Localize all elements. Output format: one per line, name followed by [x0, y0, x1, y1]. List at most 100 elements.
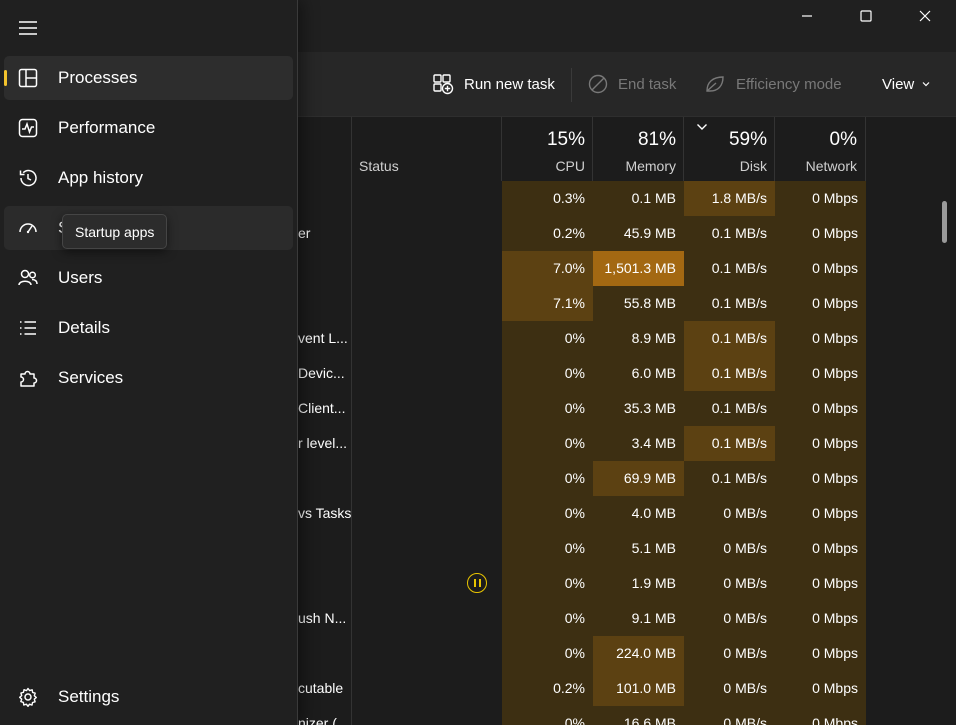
network-column-header[interactable]: 0% Network: [774, 117, 866, 181]
startup-apps-tooltip: Startup apps: [62, 214, 168, 249]
process-row[interactable]: ush N... 0% 9.1 MB 0 MB/s 0 Mbps: [0, 601, 866, 636]
minimize-icon: [802, 15, 812, 17]
run-new-task-icon: [433, 74, 454, 95]
process-name: [290, 531, 351, 566]
cpu-cell: 0%: [502, 636, 593, 671]
mem-cell: 4.0 MB: [593, 496, 684, 531]
process-name: cutable: [298, 680, 344, 696]
nav-item-services[interactable]: Services: [4, 356, 293, 400]
memory-column-header[interactable]: 81% Memory: [592, 117, 684, 181]
disk-cell: 0.1 MB/s: [684, 321, 775, 356]
cpu-cell: 7.1%: [502, 286, 593, 321]
process-name: ush N...: [298, 610, 347, 626]
process-row[interactable]: Devic... 0% 6.0 MB 0.1 MB/s 0 Mbps: [0, 356, 866, 391]
vertical-scrollbar[interactable]: [942, 201, 947, 243]
performance-icon: [17, 117, 39, 139]
maximize-button[interactable]: [837, 0, 895, 32]
process-row[interactable]: 7.1% 55.8 MB 0.1 MB/s 0 Mbps: [0, 286, 866, 321]
mem-cell: 3.4 MB: [593, 426, 684, 461]
end-task-button[interactable]: End task: [588, 66, 676, 102]
hamburger-icon: [19, 21, 37, 35]
paused-status-icon: [467, 573, 487, 593]
active-indicator: [4, 70, 7, 86]
process-row[interactable]: er 0.2% 45.9 MB 0.1 MB/s 0 Mbps: [0, 216, 866, 251]
hamburger-menu-button[interactable]: [8, 10, 48, 46]
disk-total-pct: 59%: [728, 129, 767, 150]
startup-gauge-icon: [17, 217, 39, 239]
nav-item-details[interactable]: Details: [4, 306, 293, 350]
efficiency-mode-button[interactable]: Efficiency mode: [704, 66, 842, 102]
process-name: Devic...: [298, 365, 345, 381]
mem-cell: 5.1 MB: [593, 531, 684, 566]
cpu-total-pct: 15%: [546, 129, 585, 150]
process-row[interactable]: 0% 5.1 MB 0 MB/s 0 Mbps: [0, 531, 866, 566]
cpu-cell: 0%: [502, 706, 593, 725]
disk-cell: 0 MB/s: [684, 566, 775, 601]
mem-cell: 0.1 MB: [593, 181, 684, 216]
process-row[interactable]: 7.0% 1,501.3 MB 0.1 MB/s 0 Mbps: [0, 251, 866, 286]
cpu-column-header[interactable]: 15% CPU: [501, 117, 593, 181]
disk-cell: 0 MB/s: [684, 636, 775, 671]
process-row[interactable]: Client... 0% 35.3 MB 0.1 MB/s 0 Mbps: [0, 391, 866, 426]
process-row[interactable]: 0% 1.9 MB 0 MB/s 0 Mbps: [0, 566, 866, 601]
nav-item-label: Services: [58, 368, 124, 387]
view-dropdown[interactable]: View: [882, 66, 931, 102]
process-row[interactable]: 0% 69.9 MB 0.1 MB/s 0 Mbps: [0, 461, 866, 496]
process-row[interactable]: r level... 0% 3.4 MB 0.1 MB/s 0 Mbps: [0, 426, 866, 461]
net-cell: 0 Mbps: [775, 216, 866, 251]
disk-cell: 0 MB/s: [684, 496, 775, 531]
process-row[interactable]: vent L... 0% 8.9 MB 0.1 MB/s 0 Mbps: [0, 321, 866, 356]
net-cell: 0 Mbps: [775, 636, 866, 671]
cpu-cell: 0%: [502, 531, 593, 566]
chevron-down-icon: [922, 82, 930, 87]
process-row[interactable]: 0.3% 0.1 MB 1.8 MB/s 0 Mbps: [0, 181, 866, 216]
efficiency-mode-label: Efficiency mode: [736, 75, 842, 93]
disk-cell: 0 MB/s: [684, 671, 775, 706]
nav-item-label: Users: [58, 268, 103, 287]
mem-cell: 45.9 MB: [593, 216, 684, 251]
cpu-cell: 0%: [502, 461, 593, 496]
nav-item-app-history[interactable]: App history: [4, 156, 293, 200]
disk-cell: 1.8 MB/s: [684, 181, 775, 216]
cpu-cell: 0%: [502, 321, 593, 356]
settings-gear-icon: [17, 686, 39, 708]
nav-item-label: Settings: [58, 687, 120, 706]
disk-cell: 0.1 MB/s: [684, 461, 775, 496]
mem-cell: 1.9 MB: [593, 566, 684, 601]
mem-cell: 55.8 MB: [593, 286, 684, 321]
end-task-icon: [588, 74, 608, 94]
cpu-cell: 0%: [502, 356, 593, 391]
net-cell: 0 Mbps: [775, 531, 866, 566]
nav-item-performance[interactable]: Performance: [4, 106, 293, 150]
cpu-cell: 0.2%: [502, 216, 593, 251]
process-row[interactable]: cutable 0.2% 101.0 MB 0 MB/s 0 Mbps: [0, 671, 866, 706]
run-new-task-label: Run new task: [464, 75, 555, 93]
nav-item-settings[interactable]: Settings: [4, 675, 293, 719]
disk-column-header[interactable]: 59% Disk: [683, 117, 775, 181]
process-row[interactable]: vs Tasks 0% 4.0 MB 0 MB/s 0 Mbps: [0, 496, 866, 531]
toolbar-divider: [571, 68, 572, 102]
minimize-button[interactable]: [778, 0, 836, 32]
disk-cell: 0 MB/s: [684, 601, 775, 636]
run-new-task-button[interactable]: Run new task: [432, 66, 555, 102]
mem-cell: 6.0 MB: [593, 356, 684, 391]
nav-item-processes[interactable]: Processes: [4, 56, 293, 100]
status-column-header[interactable]: Status: [351, 117, 502, 181]
process-row[interactable]: 0% 224.0 MB 0 MB/s 0 Mbps: [0, 636, 866, 671]
nav-item-label: Processes: [58, 68, 138, 87]
history-icon: [17, 167, 39, 189]
mem-cell: 35.3 MB: [593, 391, 684, 426]
process-name: [290, 461, 351, 496]
net-cell: 0 Mbps: [775, 251, 866, 286]
mem-cell: 16.6 MB: [593, 706, 684, 725]
process-list: 0.3% 0.1 MB 1.8 MB/s 0 Mbps er 0.2% 45.9 MB 0.1…: [0, 181, 956, 725]
close-icon: [919, 10, 931, 22]
net-cell: 0 Mbps: [775, 426, 866, 461]
maximize-icon: [860, 10, 872, 22]
process-name: [290, 181, 351, 216]
mem-cell: 69.9 MB: [593, 461, 684, 496]
disk-cell: 0.1 MB/s: [684, 251, 775, 286]
process-row[interactable]: nizer (0% 16.6 MB 0 MB/s 0 Mbps: [0, 706, 866, 725]
close-button[interactable]: [896, 0, 954, 32]
nav-item-users[interactable]: Users: [4, 256, 293, 300]
